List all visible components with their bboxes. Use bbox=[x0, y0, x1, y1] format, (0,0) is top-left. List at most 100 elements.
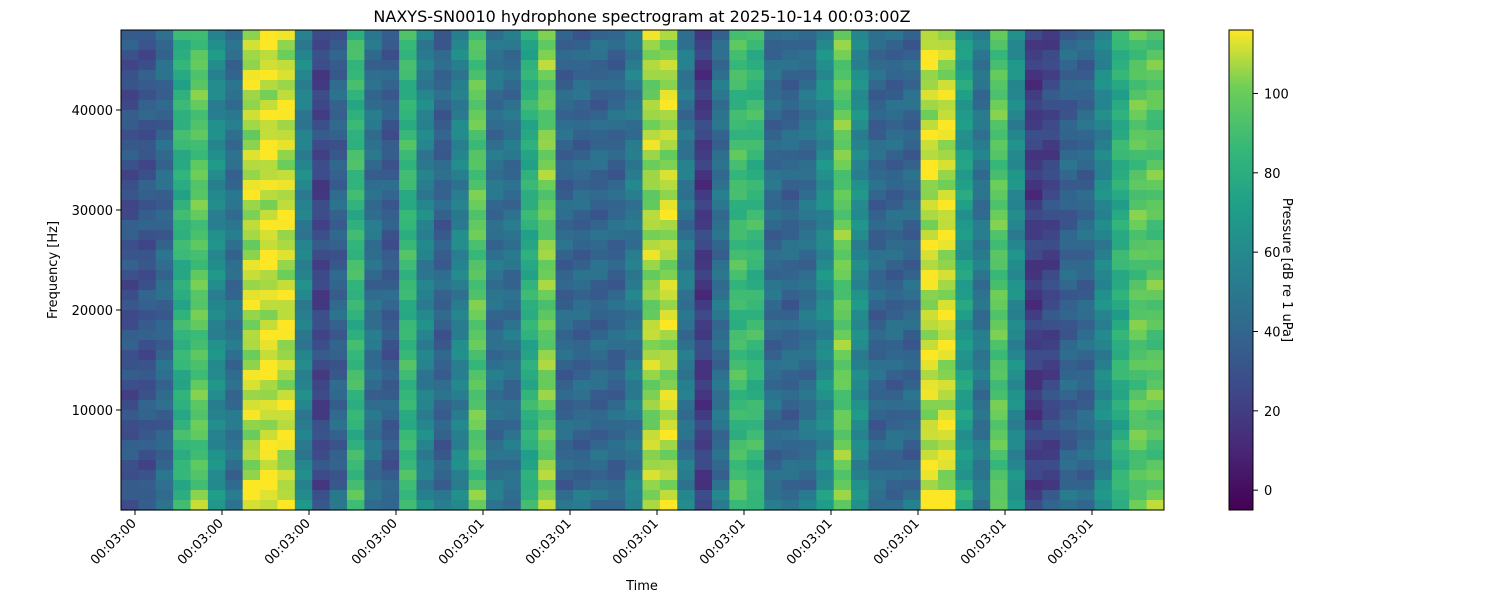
spectrogram-cell bbox=[798, 380, 817, 391]
spectrogram-cell bbox=[207, 130, 226, 141]
spectrogram-cell bbox=[746, 330, 765, 341]
spectrogram-cell bbox=[503, 240, 522, 251]
spectrogram-cell bbox=[225, 40, 244, 51]
x-tick-label: 00:03:01 bbox=[1045, 516, 1097, 568]
spectrogram-cell bbox=[712, 490, 731, 501]
spectrogram-cell bbox=[903, 440, 922, 451]
spectrogram-cell bbox=[677, 350, 696, 361]
spectrogram-cell bbox=[555, 240, 574, 251]
spectrogram-cell bbox=[381, 80, 400, 91]
spectrogram-cell bbox=[677, 170, 696, 181]
spectrogram-cell bbox=[173, 320, 192, 331]
spectrogram-cell bbox=[381, 230, 400, 241]
spectrogram-cell bbox=[572, 430, 591, 441]
spectrogram-cell bbox=[729, 310, 748, 321]
spectrogram-cell bbox=[816, 470, 835, 481]
spectrogram-cell bbox=[138, 320, 157, 331]
spectrogram-cell bbox=[433, 460, 452, 471]
spectrogram-cell bbox=[625, 120, 644, 131]
spectrogram-cell bbox=[746, 290, 765, 301]
spectrogram-cell bbox=[659, 200, 678, 211]
spectrogram-cell bbox=[729, 420, 748, 431]
spectrogram-cell bbox=[868, 360, 887, 371]
spectrogram-cell bbox=[1024, 70, 1043, 81]
spectrogram-cell bbox=[138, 470, 157, 481]
spectrogram-cell bbox=[694, 330, 713, 341]
spectrogram-cell bbox=[121, 460, 139, 471]
spectrogram-cell bbox=[1077, 110, 1096, 121]
spectrogram-cell bbox=[990, 350, 1009, 361]
spectrogram-cell bbox=[990, 340, 1009, 351]
spectrogram-cell bbox=[885, 500, 904, 511]
spectrogram-cell bbox=[294, 80, 313, 91]
spectrogram-cell bbox=[972, 50, 991, 61]
spectrogram-cell bbox=[903, 280, 922, 291]
spectrogram-cell bbox=[329, 130, 348, 141]
spectrogram-cell bbox=[555, 160, 574, 171]
spectrogram-cell bbox=[920, 300, 939, 311]
spectrogram-cell bbox=[121, 260, 139, 271]
spectrogram-cell bbox=[346, 160, 365, 171]
spectrogram-cell bbox=[816, 190, 835, 201]
spectrogram-cell bbox=[590, 300, 609, 311]
spectrogram-cell bbox=[781, 70, 800, 81]
spectrogram-cell bbox=[260, 60, 279, 71]
spectrogram-cell bbox=[329, 90, 348, 101]
spectrogram-cell bbox=[1059, 200, 1078, 211]
spectrogram-cell bbox=[851, 390, 870, 401]
spectrogram-cell bbox=[990, 170, 1009, 181]
spectrogram-cell bbox=[1024, 160, 1043, 171]
spectrogram-cell bbox=[729, 100, 748, 111]
spectrogram-cell bbox=[798, 480, 817, 491]
spectrogram-cell bbox=[764, 40, 783, 51]
spectrogram-cell bbox=[920, 460, 939, 471]
spectrogram-cell bbox=[190, 390, 209, 401]
spectrogram-cell bbox=[833, 170, 852, 181]
spectrogram-cell bbox=[121, 320, 139, 331]
spectrogram-cell bbox=[538, 270, 557, 281]
spectrogram-cell bbox=[346, 90, 365, 101]
spectrogram-cell bbox=[555, 180, 574, 191]
spectrogram-cell bbox=[938, 80, 956, 91]
spectrogram-cell bbox=[138, 310, 157, 321]
spectrogram-cell bbox=[1129, 40, 1148, 51]
spectrogram-cell bbox=[468, 270, 487, 281]
spectrogram-cell bbox=[1024, 150, 1043, 161]
spectrogram-cell bbox=[312, 460, 331, 471]
spectrogram-cell bbox=[207, 400, 226, 411]
spectrogram-column bbox=[833, 30, 852, 511]
spectrogram-cell bbox=[625, 480, 644, 491]
spectrogram-cell bbox=[173, 380, 192, 391]
spectrogram-cell bbox=[625, 290, 644, 301]
spectrogram-cell bbox=[121, 330, 139, 341]
spectrogram-cell bbox=[190, 290, 209, 301]
spectrogram-cell bbox=[381, 460, 400, 471]
spectrogram-cell bbox=[729, 120, 748, 131]
spectrogram-cell bbox=[798, 150, 817, 161]
spectrogram-cell bbox=[451, 410, 470, 421]
spectrogram-cell bbox=[955, 350, 974, 361]
spectrogram-cell bbox=[990, 390, 1009, 401]
spectrogram-cell bbox=[938, 410, 956, 421]
spectrogram-cell bbox=[1094, 360, 1113, 371]
spectrogram-cell bbox=[173, 80, 192, 91]
spectrogram-cell bbox=[486, 50, 505, 61]
spectrogram-cell bbox=[242, 390, 261, 401]
spectrogram-cell bbox=[225, 370, 244, 381]
spectrogram-cell bbox=[833, 250, 852, 261]
spectrogram-column bbox=[121, 30, 139, 511]
spectrogram-cell bbox=[816, 300, 835, 311]
spectrogram-cell bbox=[538, 100, 557, 111]
spectrogram-cell bbox=[1024, 330, 1043, 341]
spectrogram-cell bbox=[468, 350, 487, 361]
spectrogram-cell bbox=[798, 180, 817, 191]
spectrogram-cell bbox=[607, 500, 626, 511]
spectrogram-cell bbox=[729, 190, 748, 201]
spectrogram-cell bbox=[764, 190, 783, 201]
spectrogram-cell bbox=[242, 110, 261, 121]
spectrogram-cell bbox=[503, 370, 522, 381]
spectrogram-cell bbox=[555, 150, 574, 161]
spectrogram-cell bbox=[1146, 100, 1165, 111]
spectrogram-cell bbox=[468, 230, 487, 241]
spectrogram-cell bbox=[590, 70, 609, 81]
